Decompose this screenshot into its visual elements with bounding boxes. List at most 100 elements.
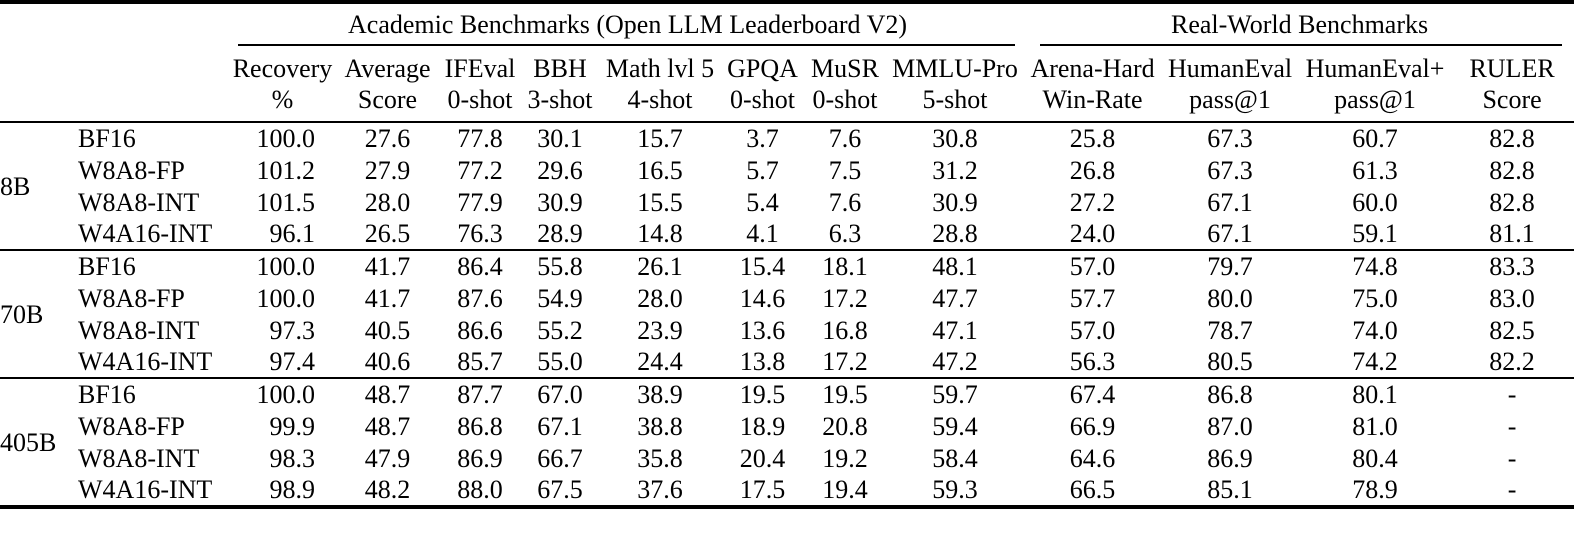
cell-value: 75.0 <box>1352 283 1398 313</box>
table-row: W8A8-FP 101.2 27.9 77.2 29.6 16.5 5.7 7.5 31.2 26… <box>0 154 1574 186</box>
cell-value: 47.7 <box>932 283 978 313</box>
cell-value: 67.0 <box>520 377 600 410</box>
cell-value: 15.7 <box>637 124 683 153</box>
row-label: BF16 <box>78 124 136 153</box>
table-row: W8A8-FP 100.0 41.7 87.6 54.9 28.0 14.6 17.2 47.7… <box>0 282 1574 314</box>
column-header-line1: IFEval <box>444 54 516 83</box>
column-header-line1: HumanEval <box>1167 54 1293 83</box>
cell-value: 55.2 <box>537 315 583 345</box>
cell-value: 99.9 <box>269 411 316 441</box>
cell-value: 97.4 <box>269 347 316 376</box>
cell-value: 47.2 <box>932 347 978 376</box>
column-header: Average Score <box>335 50 440 123</box>
cell-value: 18.9 <box>739 411 786 441</box>
cell-value: 13.8 <box>739 347 786 376</box>
cell-value: 24.4 <box>637 347 683 376</box>
column-header-line2: 4-shot <box>627 85 693 114</box>
cell-value: 23.9 <box>637 315 683 345</box>
cell-value: 98.3 <box>269 443 316 473</box>
cell-value: 13.6 <box>739 315 786 345</box>
cell-value: 82.5 <box>1489 315 1535 345</box>
cell-value: 5.7 <box>746 155 779 185</box>
cell-value: 27.2 <box>1069 187 1116 217</box>
column-header-row: Recovery% Average Score IFEval 0-shot BBH 3-sh… <box>0 50 1574 123</box>
cell-value: 7.6 <box>828 187 862 217</box>
group-header-realworld: Real-World Benchmarks <box>1171 9 1429 39</box>
column-header: MuSR 0-shot <box>805 50 885 123</box>
column-header-line2: 0-shot <box>447 85 513 114</box>
cell-value: 82.2 <box>1489 347 1535 376</box>
cell-value: 100.0 <box>230 249 335 282</box>
table-row: W8A8-FP 99.9 48.7 86.8 67.1 38.8 18.9 20.8 59.4 6… <box>0 410 1574 442</box>
cell-value: 74.2 <box>1352 347 1398 376</box>
cell-value: 41.7 <box>335 249 440 282</box>
cell-value: 28.9 <box>537 219 583 248</box>
table-row: W8A8-INT 97.3 40.5 86.6 55.2 23.9 13.6 16.8 47.1… <box>0 314 1574 346</box>
cell-value: 86.6 <box>457 315 503 345</box>
cell-value: 80.0 <box>1207 283 1253 313</box>
cell-value: 19.4 <box>822 475 868 504</box>
cell-value: 54.9 <box>537 283 583 313</box>
table-row: W8A8-INT 98.3 47.9 86.9 66.7 35.8 20.4 19.2 58.4… <box>0 442 1574 474</box>
column-header-line1: HumanEval+ <box>1305 54 1445 83</box>
cell-value: 47.1 <box>932 315 978 345</box>
cell-value: 66.9 <box>1069 411 1116 441</box>
cell-value: 57.0 <box>1025 249 1161 282</box>
cell-value: 83.0 <box>1489 283 1535 313</box>
realworld-underline-cell <box>1025 44 1574 50</box>
cell-value: 7.6 <box>828 124 862 153</box>
cell-value: 64.6 <box>1069 443 1116 473</box>
cell-value: 67.4 <box>1025 377 1161 410</box>
cell-value: 86.8 <box>457 411 503 441</box>
cell-value: 29.6 <box>537 155 583 185</box>
cell-value: 67.5 <box>537 475 583 504</box>
cell-value: 19.5 <box>720 377 805 410</box>
table-row: W4A16-INT 97.4 40.6 85.7 55.0 24.4 13.8 17.2 47.… <box>0 346 1574 378</box>
cell-value: 80.5 <box>1207 347 1253 376</box>
cell-value: 57.0 <box>1069 315 1116 345</box>
cell-value: 81.1 <box>1489 219 1535 248</box>
cell-value: 27.9 <box>364 155 411 185</box>
table-row: W8A8-INT 101.5 28.0 77.9 30.9 15.5 5.4 7.6 30.9 2… <box>0 186 1574 218</box>
cell-value: 85.7 <box>457 347 503 376</box>
cell-value: 88.0 <box>457 475 503 504</box>
row-label: W8A8-INT <box>78 187 200 217</box>
cell-value: 67.3 <box>1207 155 1253 185</box>
cell-value: 86.8 <box>1160 377 1301 410</box>
column-header-line2: 5-shot <box>922 85 988 114</box>
cell-value: 57.7 <box>1069 283 1116 313</box>
cell-value: 35.8 <box>637 443 683 473</box>
column-header-line1: GPQA <box>727 54 798 83</box>
cell-value: - <box>1507 475 1517 504</box>
cell-value: 27.6 <box>364 124 411 153</box>
column-header-line1: Average <box>344 54 431 83</box>
cell-value: 26.8 <box>1069 155 1116 185</box>
cell-value: 18.1 <box>805 249 885 282</box>
cell-value: 86.4 <box>440 249 520 282</box>
academic-underline-rule <box>238 44 1016 46</box>
column-header: GPQA 0-shot <box>720 50 805 123</box>
column-header-spacer <box>0 50 230 123</box>
cell-value: 48.7 <box>364 411 411 441</box>
column-header: HumanEval pass@1 <box>1160 50 1301 123</box>
column-header: RULER Score <box>1450 50 1574 123</box>
cell-value: 37.6 <box>637 475 683 504</box>
cell-value: 58.4 <box>932 443 978 473</box>
cell-value: 41.7 <box>364 283 411 313</box>
table-row: 70B BF16 100.0 41.7 86.4 55.8 26.1 15.4 18.1 48.1… <box>0 249 1574 378</box>
cell-value: 59.7 <box>885 377 1026 410</box>
cell-value: 30.8 <box>932 124 978 153</box>
column-header-line1: Math lvl 5 <box>605 54 715 83</box>
cell-value: 17.2 <box>822 347 868 376</box>
column-header-line2: pass@1 <box>1334 85 1416 114</box>
cell-value: 85.1 <box>1207 475 1253 504</box>
cell-value: 24.0 <box>1069 219 1116 248</box>
cell-value: 25.8 <box>1069 124 1116 153</box>
column-header-line1: Arena-Hard <box>1030 54 1155 83</box>
cell-value: 26.5 <box>364 219 411 248</box>
academic-underline-cell <box>230 44 1025 50</box>
column-header: MMLU-Pro 5-shot <box>885 50 1026 123</box>
table-row: 405B BF16 100.0 48.7 87.7 67.0 38.9 19.5 19.5 59.… <box>0 377 1574 507</box>
cell-value: 28.8 <box>932 219 978 248</box>
column-header-line2: Score <box>357 85 418 114</box>
